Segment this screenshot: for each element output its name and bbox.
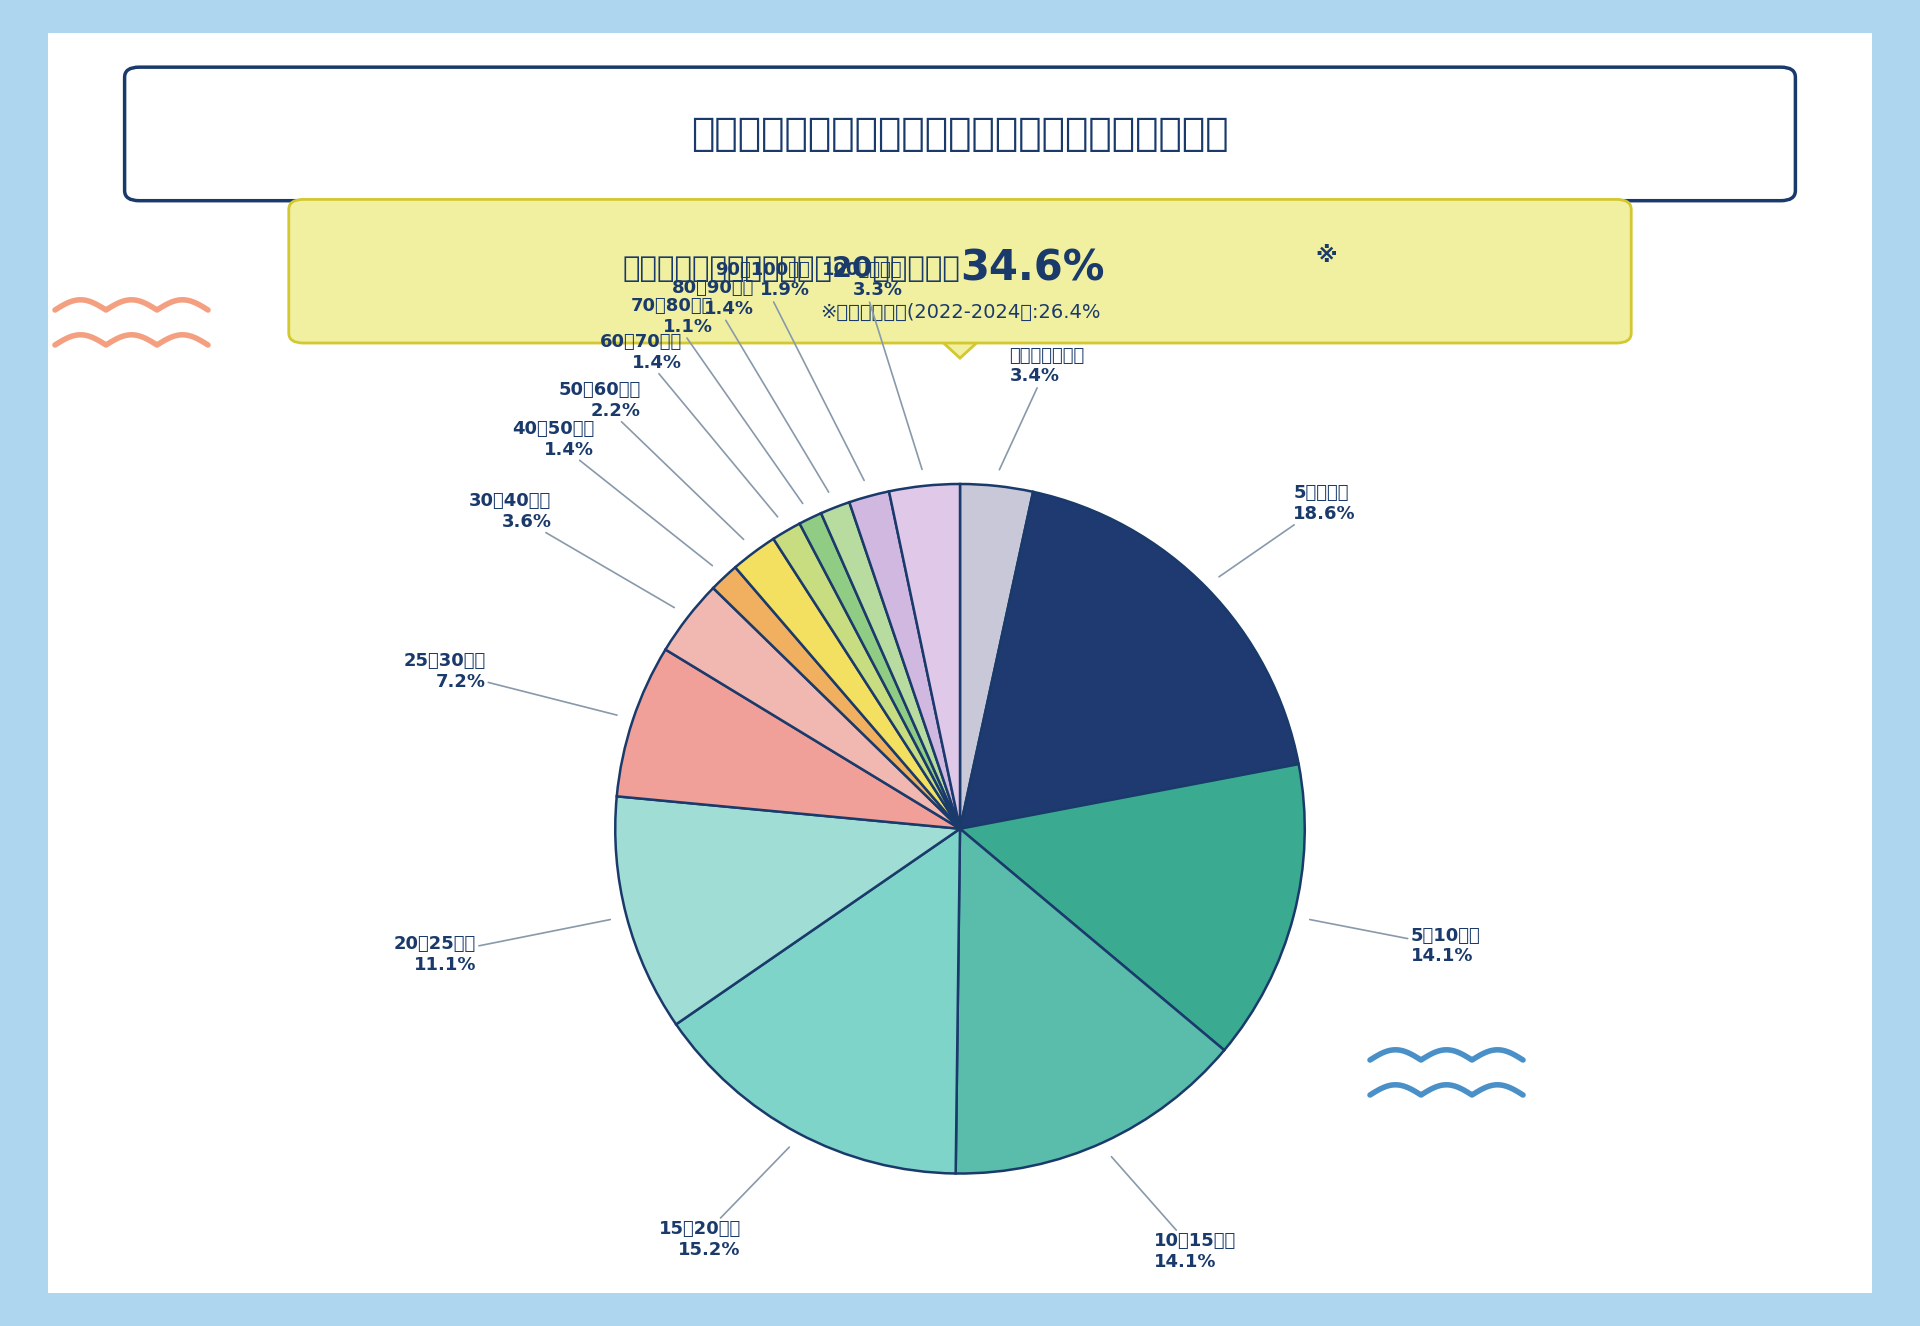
Text: 80〜90万円
1.4%: 80〜90万円 1.4% — [672, 280, 829, 492]
Text: 回答したくない
3.4%: 回答したくない 3.4% — [1000, 346, 1085, 469]
Text: 15〜20万円
15.2%: 15〜20万円 15.2% — [659, 1147, 789, 1258]
Text: 50〜60万円
2.2%: 50〜60万円 2.2% — [559, 381, 743, 540]
Wedge shape — [956, 829, 1225, 1174]
Text: 60〜70万円
1.4%: 60〜70万円 1.4% — [599, 333, 778, 517]
Text: 34.6%: 34.6% — [960, 248, 1104, 289]
Text: 100万円以上
3.3%: 100万円以上 3.3% — [822, 261, 922, 469]
Text: 40〜50万円
1.4%: 40〜50万円 1.4% — [513, 420, 712, 566]
FancyBboxPatch shape — [125, 68, 1795, 200]
Wedge shape — [614, 797, 960, 1024]
Text: 25〜30万円
7.2%: 25〜30万円 7.2% — [403, 652, 616, 715]
Text: 10〜15万円
14.1%: 10〜15万円 14.1% — [1112, 1156, 1236, 1272]
Text: 90〜100万円
1.9%: 90〜100万円 1.9% — [714, 261, 864, 480]
Polygon shape — [933, 333, 987, 358]
Wedge shape — [822, 503, 960, 829]
Wedge shape — [960, 484, 1033, 829]
Text: 30〜40万円
3.6%: 30〜40万円 3.6% — [468, 492, 674, 607]
Text: 副業で得た月当たりの平均収入を教えてください。: 副業で得た月当たりの平均収入を教えてください。 — [691, 115, 1229, 152]
Wedge shape — [676, 829, 960, 1174]
Text: 70〜80万円
1.1%: 70〜80万円 1.1% — [630, 297, 803, 504]
FancyBboxPatch shape — [288, 199, 1632, 343]
Wedge shape — [960, 492, 1298, 829]
Text: 5〜10万円
14.1%: 5〜10万円 14.1% — [1309, 919, 1480, 965]
Wedge shape — [774, 524, 960, 829]
Wedge shape — [889, 484, 960, 829]
Wedge shape — [616, 650, 960, 829]
Wedge shape — [735, 538, 960, 829]
Text: ※: ※ — [1315, 247, 1338, 267]
Text: グローバル人材は副業月収20万円以上が: グローバル人材は副業月収20万円以上が — [622, 255, 960, 282]
Wedge shape — [712, 568, 960, 829]
Wedge shape — [666, 587, 960, 829]
FancyBboxPatch shape — [29, 21, 1889, 1305]
Wedge shape — [849, 492, 960, 829]
Wedge shape — [799, 513, 960, 829]
Text: ※定点調査平均(2022-2024）:26.4%: ※定点調査平均(2022-2024）:26.4% — [820, 304, 1100, 322]
Text: 5万円未満
18.6%: 5万円未満 18.6% — [1219, 484, 1356, 577]
Polygon shape — [931, 332, 989, 335]
Wedge shape — [960, 764, 1306, 1050]
Text: 20〜25万円
11.1%: 20〜25万円 11.1% — [394, 919, 611, 975]
